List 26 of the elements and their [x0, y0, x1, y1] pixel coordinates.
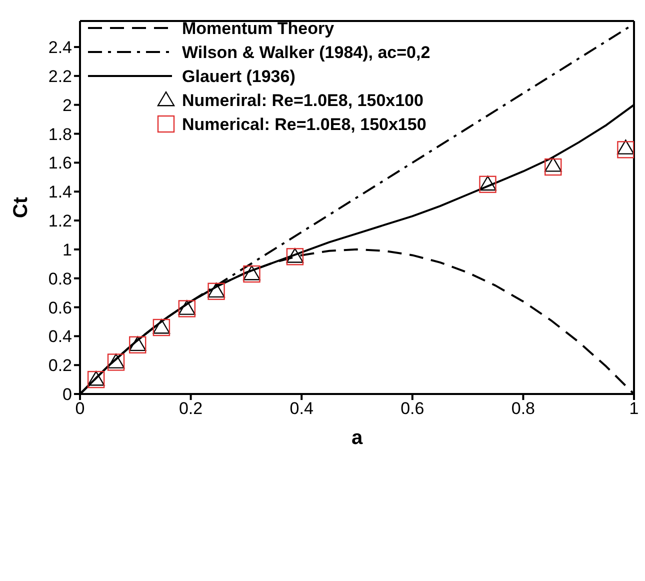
y-tick-label: 0.2 — [48, 356, 72, 376]
x-tick-label: 0.2 — [178, 399, 203, 418]
x-tick-label: 1 — [629, 399, 639, 418]
y-tick-label: 0.8 — [48, 269, 72, 288]
y-tick-label: 0.6 — [48, 298, 72, 318]
y-tick-label: 1.2 — [48, 212, 72, 231]
y-tick-label: 1.8 — [48, 124, 72, 144]
y-tick-label: 1.6 — [48, 154, 72, 173]
legend-label: Numeriral: Re=1.0E8, 150x100 — [182, 91, 424, 110]
y-tick-label: 2.2 — [48, 66, 72, 86]
y-tick-label: 0.4 — [48, 327, 72, 346]
y-tick-label: 2.4 — [48, 38, 72, 58]
x-tick-label: 0.4 — [290, 399, 314, 418]
x-tick-label: 0.6 — [400, 399, 424, 418]
x-axis-title: a — [351, 427, 364, 449]
y-axis-title: Ct — [10, 196, 32, 218]
y-tick-label: 0 — [62, 385, 72, 404]
x-tick-label: 0.8 — [511, 399, 536, 418]
legend-label: Numerical: Re=1.0E8, 150x150 — [182, 115, 426, 134]
y-tick-label: 1.4 — [48, 182, 72, 202]
y-tick-label: 1 — [62, 240, 72, 260]
legend-label: Wilson & Walker (1984), ac=0,2 — [182, 43, 430, 62]
y-tick-label: 2 — [62, 96, 72, 115]
legend-label: Glauert (1936) — [182, 67, 296, 86]
x-tick-label: 0 — [75, 399, 85, 418]
legend-label: Momentum Theory — [182, 19, 335, 38]
